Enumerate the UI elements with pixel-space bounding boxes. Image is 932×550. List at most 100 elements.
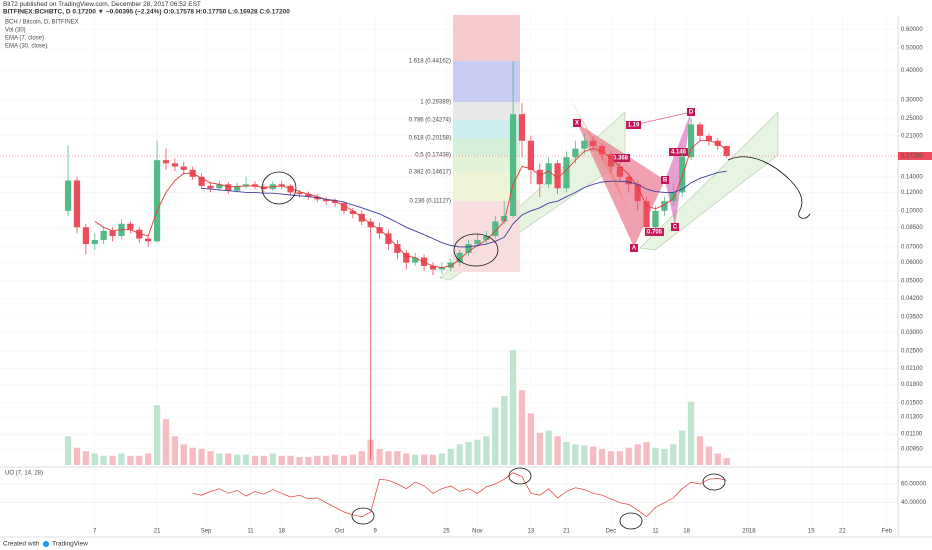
volume-bar [349, 454, 356, 465]
fib-band [453, 172, 520, 201]
candle-body [447, 262, 454, 268]
volume-bar [643, 442, 650, 465]
volume-bar [260, 455, 267, 465]
y-tick-label: 0.07000 [901, 244, 923, 250]
candle-body [82, 227, 89, 245]
volume-bar [162, 419, 170, 465]
volume-bar [492, 407, 499, 465]
x-tick-label: 21 [563, 529, 570, 535]
volume-bar [376, 448, 383, 465]
volume-bar [269, 453, 276, 465]
x-tick-label: 13 [528, 529, 535, 535]
candle-body [136, 229, 143, 239]
volume-bar [118, 453, 125, 465]
volume-bar [234, 454, 241, 465]
oscillator-tick-label: 60.00000 [901, 482, 927, 488]
candle-body [287, 185, 294, 193]
candle-body [670, 192, 677, 202]
x-tick-label: Sep [201, 529, 212, 535]
volume-bar [554, 436, 561, 465]
x-tick-label: Oct [335, 529, 345, 535]
volume-bar [705, 446, 712, 465]
candle-body [616, 166, 623, 177]
candle-body [492, 221, 499, 236]
volume-bar [518, 390, 526, 465]
volume-bar [474, 439, 481, 465]
volume-bar [136, 455, 143, 465]
candle-body [162, 160, 170, 164]
volume-bar [670, 444, 677, 465]
fib-label: 0.382 (0.14617) [409, 170, 451, 176]
candle-body [278, 184, 285, 186]
volume-bar [581, 445, 588, 465]
y-tick-label: 0.00950 [901, 446, 923, 452]
volume-bar [652, 447, 659, 465]
volume-bar [100, 455, 107, 465]
volume-bar [82, 451, 89, 465]
x-tick-label: 11 [652, 529, 659, 535]
circle-drawing [453, 233, 499, 267]
candle-body [518, 114, 526, 141]
pattern-label: C [673, 225, 678, 231]
volume-bar [661, 448, 668, 465]
candle-body [723, 145, 730, 156]
oscillator-tick-label: 40.00000 [901, 500, 927, 506]
volume-bar [590, 446, 597, 465]
volume-bar [340, 455, 348, 465]
pattern-tag [630, 244, 638, 252]
candle-body [563, 157, 570, 189]
pattern-label: 4.146 [671, 150, 687, 156]
fib-label: 0.236 (0.11127) [410, 199, 451, 205]
volume-bar [358, 451, 365, 465]
fib-band [453, 61, 520, 102]
candle-body [376, 227, 383, 234]
candle-body [581, 140, 588, 149]
candle-body [358, 213, 365, 222]
volume-bar [127, 455, 134, 465]
candle-body [127, 223, 134, 230]
footer-brand: TradingView [52, 541, 88, 548]
y-tick-label: 0.01800 [901, 382, 923, 388]
x-tick-label: 22 [839, 529, 846, 535]
volume-bar [189, 447, 196, 465]
candle-body [679, 157, 686, 193]
candle-body [331, 201, 339, 204]
candle-body [536, 169, 543, 185]
legend-entry: Vol (30) [5, 28, 26, 34]
candle-body [64, 180, 72, 211]
volume-bar [91, 453, 98, 465]
volume-bar [216, 453, 223, 465]
candle-body [705, 135, 712, 141]
candle-body [456, 252, 463, 263]
candle-body [403, 252, 410, 263]
candle-body [349, 210, 356, 214]
circle-drawing [619, 512, 643, 530]
candle-body [429, 265, 437, 270]
candle-body [634, 184, 641, 202]
x-tick-label: 15 [808, 529, 815, 535]
pattern-tag [645, 228, 664, 236]
projection-drawing [727, 156, 811, 219]
x-tick-label: Feb [882, 529, 893, 535]
pattern-tag [611, 154, 630, 162]
fib-label: 0.786 (0.24274) [409, 118, 451, 124]
candle-body [340, 203, 348, 211]
ema-line [201, 170, 727, 248]
volume-bar [251, 455, 259, 465]
volume-bar [438, 453, 445, 465]
last-price-label: 0.17200 [901, 154, 923, 160]
volume-bar [527, 413, 534, 465]
x-tick-label: 9 [373, 529, 377, 535]
y-tick-label: 0.04200 [901, 296, 923, 302]
candle-body [109, 230, 116, 236]
pattern-tag [671, 223, 679, 231]
volume-bar [287, 455, 294, 465]
volume-bar [403, 453, 410, 465]
fib-band [453, 15, 520, 61]
candle-layer [64, 61, 730, 461]
candle-body [73, 180, 81, 228]
candle-body [545, 163, 552, 185]
volume-bar [429, 454, 437, 465]
candle-body [474, 239, 481, 245]
candle-body [661, 201, 668, 211]
